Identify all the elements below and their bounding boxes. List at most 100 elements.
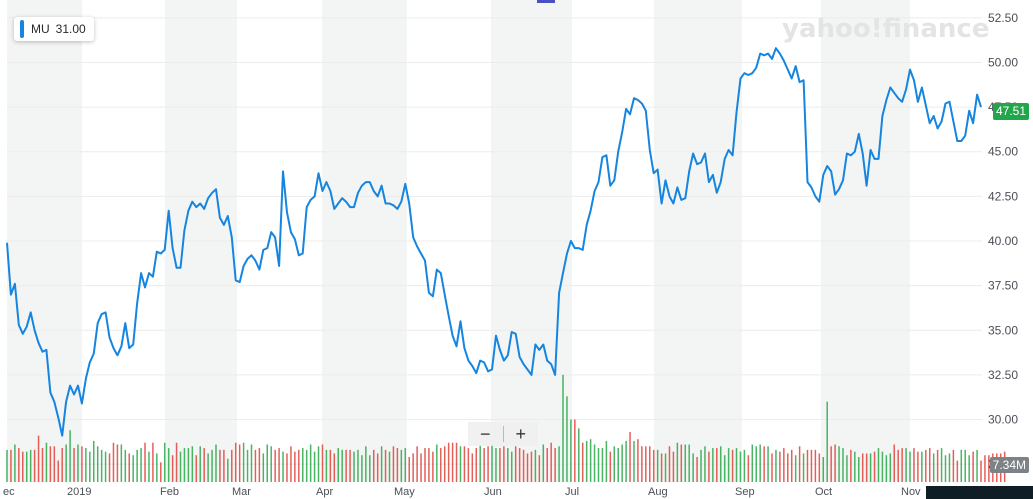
series-legend[interactable]: MU 31.00	[14, 17, 94, 41]
volume-bar	[514, 446, 517, 482]
volume-bar	[668, 446, 671, 482]
volume-bar	[936, 449, 939, 482]
y-tick-label: 30.00	[988, 413, 1018, 427]
volume-bar	[301, 448, 304, 482]
x-tick-label: Mar	[232, 486, 251, 498]
volume-bar	[361, 455, 363, 482]
volume-bar	[538, 455, 541, 482]
volume-bar	[688, 444, 690, 482]
volume-bar	[463, 446, 466, 482]
corner-bar	[926, 486, 1033, 499]
volume-bar	[400, 449, 403, 482]
price-series-line	[6, 47, 982, 437]
volume-bar	[18, 448, 20, 482]
volume-bar	[617, 448, 619, 482]
volume-bar	[510, 451, 513, 482]
x-tick-label: Jul	[565, 486, 579, 498]
volume-bar	[227, 458, 229, 482]
volume-bar	[708, 451, 710, 482]
volume-bar	[822, 457, 825, 482]
volume-bar	[581, 442, 584, 482]
volume-bar	[171, 455, 174, 482]
volume-bar	[649, 446, 651, 482]
x-axis-month-labels: ec 2019 Feb Mar Apr May Jun Jul Aug Sep Oct Nov	[3, 486, 921, 498]
volume-bar	[396, 448, 399, 482]
volume-bar	[854, 451, 856, 482]
volume-bar	[49, 446, 52, 482]
volume-bar	[779, 451, 781, 482]
volume-bar	[440, 448, 442, 482]
x-tick-label: Oct	[815, 486, 832, 498]
legend-symbol: MU	[31, 22, 50, 36]
volume-bar	[522, 449, 525, 482]
volume-bar	[692, 453, 694, 482]
volume-bar	[160, 462, 162, 482]
volume-bar	[85, 448, 87, 482]
volume-bar	[928, 448, 931, 482]
volume-bar	[684, 444, 687, 482]
volume-bar	[905, 448, 907, 482]
volume-bar	[140, 448, 142, 482]
volume-bar	[940, 448, 943, 482]
volume-bar	[278, 448, 280, 482]
volume-bar	[112, 442, 115, 482]
volume-bar	[846, 455, 848, 482]
volume-bar	[861, 453, 864, 482]
volume-bar	[814, 449, 817, 482]
volume-bar	[917, 451, 919, 482]
volume-bar	[376, 453, 379, 482]
volume-bar	[562, 374, 564, 482]
volume-bar	[747, 455, 750, 482]
volume-bar	[491, 444, 493, 482]
volume-bar	[645, 446, 647, 482]
zoom-controls: − +	[468, 422, 538, 446]
volume-bar	[507, 448, 509, 482]
volume-bar	[637, 439, 639, 482]
volume-bar	[932, 453, 935, 482]
volume-bar	[980, 460, 982, 482]
volume-bar	[475, 448, 478, 482]
volume-bar	[128, 453, 130, 482]
volume-bar	[428, 448, 430, 482]
volume-bar	[455, 442, 458, 482]
volume-bar	[317, 446, 320, 482]
volume-bar	[57, 460, 60, 482]
volume-bar	[270, 446, 272, 482]
x-tick-label: Sep	[735, 486, 755, 498]
volume-bar	[751, 444, 754, 482]
zoom-out-button[interactable]: −	[479, 424, 491, 444]
volume-bar	[830, 446, 832, 482]
volume-bar	[964, 449, 966, 482]
x-tick-label: Nov	[901, 486, 921, 498]
volume-bar	[960, 449, 963, 482]
volume-bar	[881, 451, 884, 482]
volume-bar	[365, 446, 367, 482]
volume-bar	[124, 449, 127, 482]
volume-bar	[925, 449, 927, 482]
volume-bar	[325, 449, 328, 482]
volume-bar	[885, 455, 888, 482]
y-tick-label: 52.50	[988, 11, 1018, 25]
volume-bar	[550, 442, 552, 482]
volume-bar	[909, 451, 911, 482]
volume-bar	[534, 449, 537, 482]
volume-bar	[144, 442, 146, 482]
volume-bar	[901, 448, 903, 482]
volume-bar	[223, 449, 225, 482]
y-tick-label: 35.00	[988, 323, 1018, 337]
volume-bar	[570, 419, 572, 482]
volume-bar	[633, 440, 635, 482]
zoom-in-button[interactable]: +	[515, 424, 526, 444]
volume-bar	[404, 448, 407, 482]
volume-bar	[625, 440, 627, 482]
volume-bar	[313, 451, 316, 482]
volume-bar	[660, 453, 663, 482]
volume-bar	[719, 446, 722, 482]
volume-bar	[869, 453, 872, 482]
volume-bar	[305, 449, 308, 482]
volume-bar	[199, 446, 201, 482]
volume-bar	[775, 449, 777, 482]
volume-bar	[767, 446, 769, 482]
x-tick-label: Aug	[648, 486, 668, 498]
